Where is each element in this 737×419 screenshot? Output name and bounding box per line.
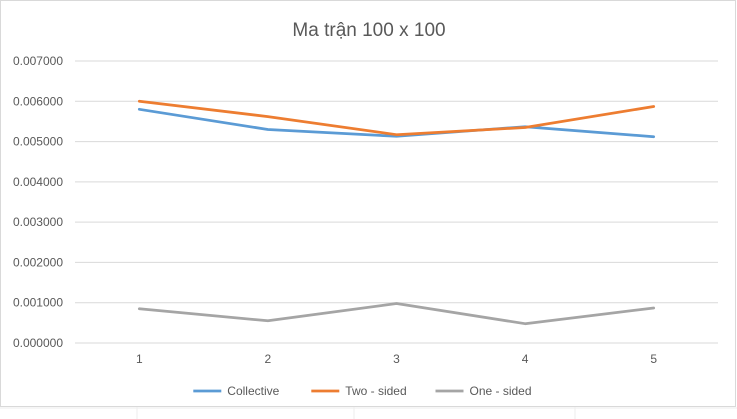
x-tick-label: 2 <box>265 352 272 366</box>
x-tick-label: 3 <box>393 352 400 366</box>
chart-title: Ma trận 100 x 100 <box>292 20 445 41</box>
series-line <box>137 302 656 326</box>
series-line <box>137 107 656 139</box>
x-tick-label: 1 <box>136 352 143 366</box>
legend: Collective Two - sided One - sided <box>193 384 532 398</box>
y-axis-ticks: 0.000000 0.001000 0.002000 0.003000 0.004000… <box>13 54 63 350</box>
x-tick-label: 4 <box>522 352 529 366</box>
legend-label: One - sided <box>470 384 532 398</box>
y-tick-label: 0.007000 <box>13 54 63 68</box>
y-tick-label: 0.005000 <box>13 135 63 149</box>
y-tick-label: 0.004000 <box>13 175 63 189</box>
series-line <box>137 99 656 137</box>
y-tick-label: 0.001000 <box>13 296 63 310</box>
legend-label: Collective <box>227 384 279 398</box>
y-tick-label: 0.002000 <box>13 255 63 269</box>
y-tick-label: 0.003000 <box>13 215 63 229</box>
legend-label: Two - sided <box>345 384 406 398</box>
y-tick-label: 0.006000 <box>13 94 63 108</box>
series-lines <box>137 99 656 326</box>
x-tick-label: 5 <box>650 352 657 366</box>
x-axis-ticks: 1 2 3 4 5 <box>136 352 657 366</box>
chart-area <box>0 0 736 407</box>
y-tick-label: 0.000000 <box>13 336 63 350</box>
